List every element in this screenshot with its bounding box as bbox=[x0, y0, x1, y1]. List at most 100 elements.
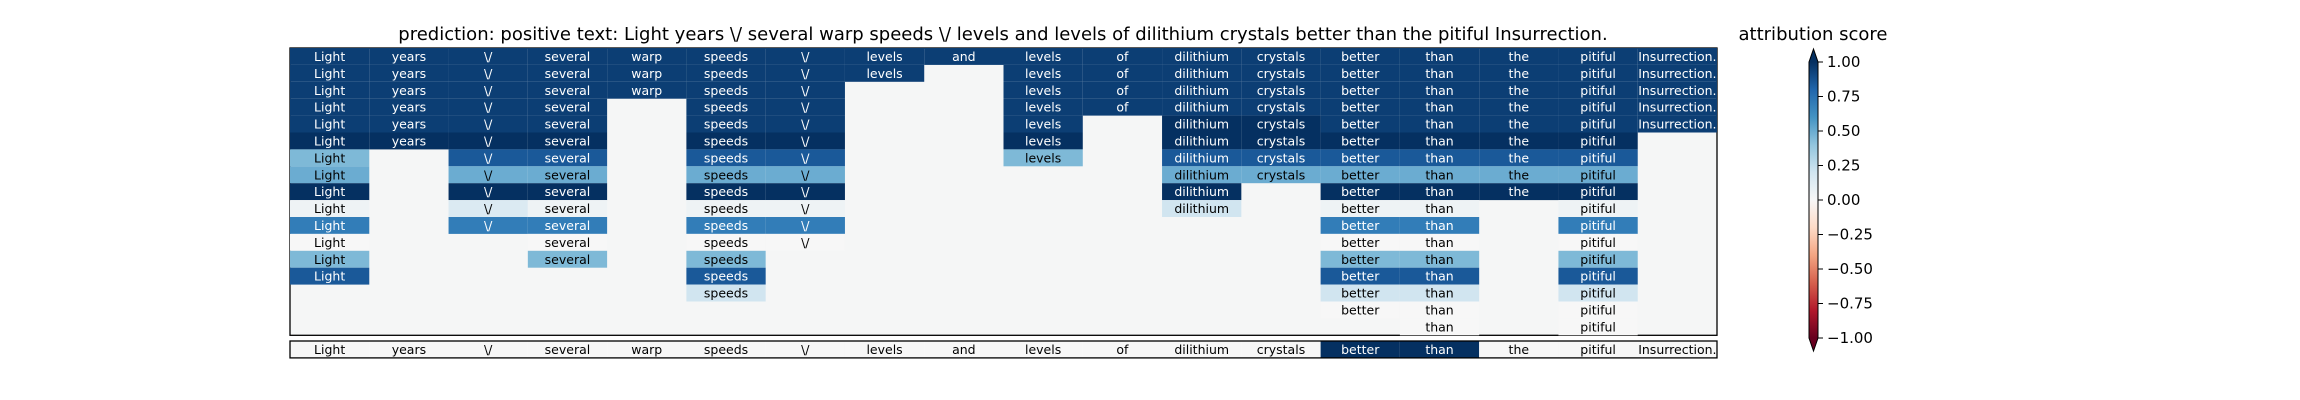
heatmap-cell-r0-c13 bbox=[1320, 48, 1400, 65]
heatmap-cell-r7-c14 bbox=[1399, 166, 1480, 184]
heatmap-cell-r6-c14 bbox=[1399, 149, 1480, 167]
input-row-cell-r0-c7 bbox=[844, 341, 925, 358]
heatmap-token-r16-c16: pitiful bbox=[1580, 319, 1616, 334]
heatmap-cell-r0-c17 bbox=[1637, 48, 1717, 65]
heatmap-token-r7-c11: dilithium bbox=[1174, 167, 1229, 182]
heatmap-token-r12-c5: speeds bbox=[704, 252, 748, 267]
heatmap-cell-r11-c3 bbox=[527, 233, 608, 251]
heatmap-cell-r7-c0 bbox=[290, 166, 370, 184]
heatmap-token-r0-c5: speeds bbox=[704, 49, 748, 64]
heatmap-cell-r2-c16 bbox=[1558, 81, 1638, 99]
heatmap-cell-r12-c16 bbox=[1558, 250, 1638, 268]
heatmap-cell-r2-c15 bbox=[1479, 81, 1559, 99]
heatmap-cell-r8-c0 bbox=[290, 183, 370, 201]
heatmap-cell-r1-c10 bbox=[1082, 64, 1163, 82]
heatmap-cell-r7-c12 bbox=[1241, 166, 1321, 184]
heatmap-token-r5-c1: years bbox=[392, 133, 426, 148]
heatmap-token-r7-c2: \/ bbox=[484, 167, 493, 182]
heatmap-cell-r13-c0 bbox=[290, 267, 370, 285]
heatmap-token-r3-c12: crystals bbox=[1257, 100, 1305, 115]
heatmap-token-r6-c13: better bbox=[1341, 150, 1380, 165]
heatmap-cell-r10-c16 bbox=[1558, 217, 1638, 234]
heatmap-cell-r3-c11 bbox=[1162, 98, 1242, 116]
heatmap-cell-r2-c10 bbox=[1082, 81, 1163, 99]
colorbar-min-extend-arrow bbox=[1809, 338, 1818, 351]
heatmap-cell-r0-c14 bbox=[1399, 48, 1480, 65]
input-row-cell-r0-c0 bbox=[290, 341, 370, 358]
heatmap-token-r2-c3: several bbox=[545, 83, 591, 98]
heatmap-cell-r4-c0 bbox=[290, 115, 370, 133]
heatmap-token-r13-c13: better bbox=[1341, 269, 1380, 284]
heatmap-token-r6-c11: dilithium bbox=[1174, 150, 1229, 165]
heatmap-cell-r6-c9 bbox=[1003, 149, 1083, 167]
heatmap-cell-r2-c0 bbox=[290, 81, 370, 99]
input-row-cell-r0-c3 bbox=[527, 341, 608, 358]
heatmap-cell-r4-c14 bbox=[1399, 115, 1480, 133]
heatmap-cell-r11-c6 bbox=[765, 233, 845, 251]
heatmap-cell-r2-c17 bbox=[1637, 81, 1717, 99]
heatmap-cell-r7-c13 bbox=[1320, 166, 1400, 184]
heatmap-cell-r4-c5 bbox=[686, 115, 766, 133]
heatmap-cell-r4-c2 bbox=[448, 115, 528, 133]
heatmap-token-r10-c2: \/ bbox=[484, 218, 493, 233]
input-row-cell-r0-c17 bbox=[1637, 341, 1717, 358]
input-row-token-r0-c14: than bbox=[1425, 342, 1453, 357]
heatmap-cell-r12-c14 bbox=[1399, 250, 1480, 268]
heatmap-cell-r14-c13 bbox=[1320, 284, 1400, 302]
heatmap-cell-r7-c5 bbox=[686, 166, 766, 184]
heatmap-cell-r3-c16 bbox=[1558, 98, 1638, 116]
heatmap-cell-r3-c17 bbox=[1637, 98, 1717, 116]
heatmap-token-r9-c3: several bbox=[545, 201, 591, 216]
heatmap-token-r9-c13: better bbox=[1341, 201, 1380, 216]
heatmap-token-r0-c11: dilithium bbox=[1174, 49, 1229, 64]
heatmap-cell-r2-c6 bbox=[765, 81, 845, 99]
heatmap-cell-r5-c1 bbox=[369, 132, 449, 150]
heatmap-cell-r10-c6 bbox=[765, 217, 845, 234]
heatmap-token-r7-c13: better bbox=[1341, 167, 1380, 182]
heatmap-token-r5-c3: several bbox=[545, 133, 591, 148]
heatmap-token-r3-c2: \/ bbox=[484, 100, 493, 115]
heatmap-token-r7-c0: Light bbox=[314, 167, 345, 182]
heatmap-token-r11-c6: \/ bbox=[801, 235, 810, 250]
heatmap-cell-r1-c0 bbox=[290, 64, 370, 82]
heatmap-cell-r0-c3 bbox=[527, 48, 608, 65]
colorbar-tick-label-4: 0.00 bbox=[1827, 191, 1860, 209]
heatmap-token-r4-c12: crystals bbox=[1257, 117, 1305, 132]
heatmap-token-r8-c13: better bbox=[1341, 184, 1380, 199]
heatmap-cell-r3-c9 bbox=[1003, 98, 1083, 116]
heatmap-cell-r6-c6 bbox=[765, 149, 845, 167]
heatmap-token-r9-c16: pitiful bbox=[1580, 201, 1616, 216]
heatmap-cell-r4-c12 bbox=[1241, 115, 1321, 133]
input-row-token-r0-c12: crystals bbox=[1257, 342, 1305, 357]
heatmap-cell-r5-c6 bbox=[765, 132, 845, 150]
heatmap-cell-r2-c9 bbox=[1003, 81, 1083, 99]
colorbar-tick-label-8: −1.00 bbox=[1827, 329, 1873, 347]
colorbar-max-extend-arrow bbox=[1809, 49, 1818, 62]
heatmap-token-r3-c14: than bbox=[1425, 100, 1453, 115]
heatmap-token-r3-c16: pitiful bbox=[1580, 100, 1616, 115]
heatmap-token-r0-c0: Light bbox=[314, 49, 345, 64]
heatmap-cell-r10-c14 bbox=[1399, 217, 1480, 234]
heatmap-token-r2-c6: \/ bbox=[801, 83, 810, 98]
heatmap-cell-r7-c6 bbox=[765, 166, 845, 184]
heatmap-token-r1-c5: speeds bbox=[704, 66, 748, 81]
heatmap-cell-r8-c6 bbox=[765, 183, 845, 201]
heatmap-cell-r12-c5 bbox=[686, 250, 766, 268]
heatmap-cell-r6-c11 bbox=[1162, 149, 1242, 167]
heatmap-token-r4-c5: speeds bbox=[704, 117, 748, 132]
colorbar-title: attribution score bbox=[1739, 24, 1888, 45]
heatmap-cell-r10-c13 bbox=[1320, 217, 1400, 234]
heatmap-cell-r6-c12 bbox=[1241, 149, 1321, 167]
heatmap-token-r4-c11: dilithium bbox=[1174, 117, 1229, 132]
heatmap-cell-r1-c6 bbox=[765, 64, 845, 82]
heatmap-cell-r4-c1 bbox=[369, 115, 449, 133]
heatmap-token-r5-c0: Light bbox=[314, 133, 345, 148]
colorbar-tick-label-7: −0.75 bbox=[1827, 295, 1873, 313]
input-row-cell-r0-c14 bbox=[1399, 341, 1480, 358]
heatmap-token-r1-c0: Light bbox=[314, 66, 345, 81]
heatmap-token-r12-c0: Light bbox=[314, 252, 345, 267]
heatmap-token-r9-c0: Light bbox=[314, 201, 345, 216]
heatmap-token-r9-c11: dilithium bbox=[1174, 201, 1229, 216]
heatmap-cell-r8-c11 bbox=[1162, 183, 1242, 201]
input-row-token-r0-c8: and bbox=[952, 342, 976, 357]
